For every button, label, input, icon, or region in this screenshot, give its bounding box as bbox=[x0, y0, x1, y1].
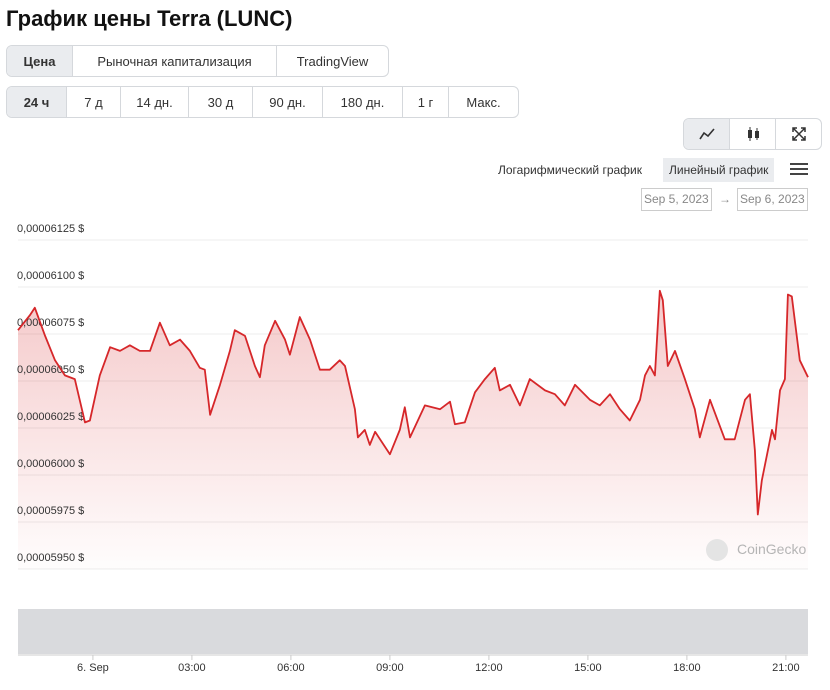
range-button[interactable]: 180 дн. bbox=[323, 87, 403, 117]
y-tick-label: 0,00005975 $ bbox=[17, 505, 84, 517]
log-scale-option[interactable]: Логарифмический график bbox=[498, 163, 643, 177]
range-button[interactable]: Макс. bbox=[466, 94, 501, 110]
price-line bbox=[17, 289, 809, 516]
range-button[interactable]: 1 г bbox=[403, 87, 449, 117]
area-fill bbox=[18, 290, 808, 569]
x-tick-label: 18:00 bbox=[673, 662, 701, 674]
y-tick-label: 0,00006125 $ bbox=[17, 223, 84, 235]
linear-scale-option[interactable]: Линейный график bbox=[663, 158, 775, 182]
x-tick-label: 06:00 bbox=[277, 662, 305, 674]
volume-band bbox=[18, 609, 808, 654]
range-button[interactable]: 24 ч bbox=[7, 87, 67, 117]
date-separator: → bbox=[719, 192, 731, 206]
tab[interactable]: TradingView bbox=[296, 53, 369, 69]
fullscreen-button[interactable] bbox=[776, 119, 821, 149]
y-tick-label: 0,00006075 $ bbox=[17, 317, 84, 329]
tabs: Цена Рыночная капитализация TradingView bbox=[6, 45, 389, 77]
x-tick-label: 6. Sep bbox=[77, 662, 109, 674]
ranges: 24 ч 7 д 14 дн. 30 д 90 дн. 180 дн. 1 г … bbox=[6, 86, 519, 118]
line-chart-button[interactable] bbox=[684, 119, 730, 149]
range-button[interactable]: 90 дн. bbox=[253, 87, 323, 117]
x-tick-label: 03:00 bbox=[178, 662, 206, 674]
y-tick-label: 0,00005950 $ bbox=[17, 552, 84, 564]
tab[interactable]: Цена bbox=[7, 46, 73, 76]
y-tick-label: 0,00006025 $ bbox=[17, 411, 84, 423]
y-tick-label: 0,00006050 $ bbox=[17, 364, 84, 376]
y-tick-label: 0,00006100 $ bbox=[17, 270, 84, 282]
range-button[interactable]: 7 д bbox=[67, 87, 121, 117]
x-tick-label: 21:00 bbox=[772, 662, 800, 674]
x-tick-label: 12:00 bbox=[475, 662, 503, 674]
y-tick-label: 0,00006000 $ bbox=[17, 458, 84, 470]
menu-icon[interactable] bbox=[790, 162, 808, 176]
range-button[interactable]: 30 д bbox=[189, 87, 253, 117]
date-to[interactable]: Sep 6, 2023 bbox=[737, 188, 808, 211]
x-tick-label: 15:00 bbox=[574, 662, 602, 674]
candle-chart-button[interactable] bbox=[730, 119, 776, 149]
chart-type bbox=[683, 118, 822, 150]
watermark-logo bbox=[706, 539, 728, 561]
tab[interactable]: Рыночная капитализация bbox=[73, 46, 277, 76]
date-from[interactable]: Sep 5, 2023 bbox=[641, 188, 712, 211]
range-button[interactable]: 14 дн. bbox=[121, 87, 189, 117]
page-title: График цены Terra (LUNC) bbox=[6, 6, 293, 31]
x-tick-label: 09:00 bbox=[376, 662, 404, 674]
watermark: CoinGecko bbox=[737, 541, 806, 557]
